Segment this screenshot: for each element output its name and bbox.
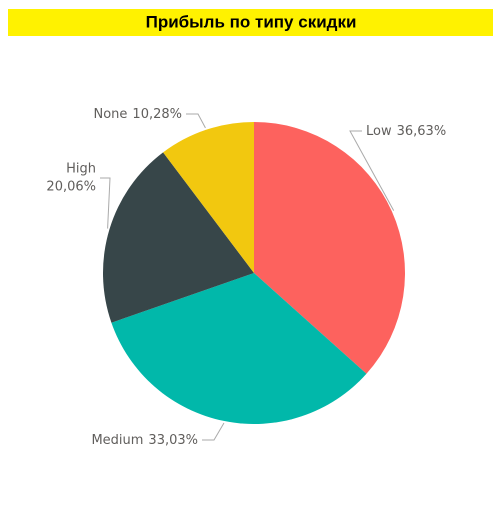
data-label-category: None xyxy=(94,107,128,122)
data-label-value: 36,63% xyxy=(397,124,447,139)
data-label: Low 36,63% xyxy=(366,124,446,139)
data-label-value: 10,28% xyxy=(132,107,182,122)
leader-line xyxy=(100,177,111,229)
leader-line xyxy=(202,422,225,441)
leader-line xyxy=(186,113,206,129)
pie-slice xyxy=(103,152,255,323)
data-label-category: High xyxy=(66,162,96,177)
leader-line xyxy=(349,130,395,211)
data-label-value: 20,06% xyxy=(46,180,96,195)
data-label-category: Low xyxy=(366,124,392,139)
data-label-category: Medium xyxy=(91,433,143,448)
data-label-value: 33,03% xyxy=(148,433,198,448)
pie-slice xyxy=(163,122,254,273)
data-label: None 10,28% xyxy=(94,107,183,122)
chart-title: Прибыль по типу скидки xyxy=(146,12,357,31)
data-label: Medium 33,03% xyxy=(91,433,198,448)
title-background xyxy=(8,9,493,36)
pie-slice xyxy=(254,122,405,374)
pie-slice xyxy=(111,273,367,424)
